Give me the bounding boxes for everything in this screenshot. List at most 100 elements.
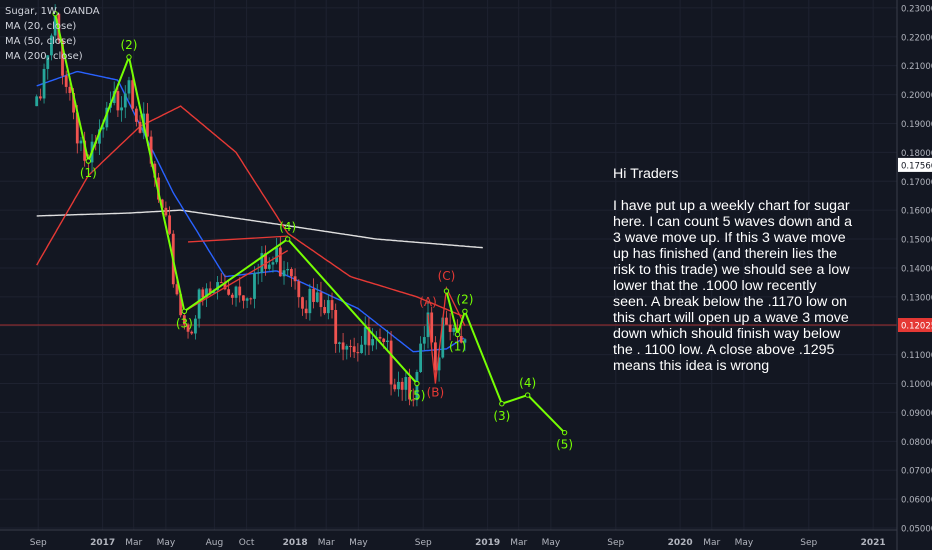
wave-point xyxy=(181,308,188,314)
candle-body xyxy=(227,289,231,295)
candle-body xyxy=(448,324,452,332)
wave-label: (2) xyxy=(120,38,137,52)
x-tick-label: Oct xyxy=(239,538,255,548)
candle-body xyxy=(98,129,101,144)
candle-body xyxy=(378,336,382,339)
candle-body xyxy=(330,300,334,310)
wave-point xyxy=(414,380,420,387)
candle-body xyxy=(411,399,415,401)
candle-body xyxy=(197,289,201,319)
x-tick-label: Aug xyxy=(206,538,224,548)
corrective-line xyxy=(187,235,288,243)
candle-body xyxy=(134,108,138,122)
candle-body xyxy=(422,337,426,344)
candle-body xyxy=(301,297,304,309)
wave-point xyxy=(524,392,531,398)
x-tick-label: May xyxy=(157,538,176,548)
candle-body xyxy=(363,327,367,345)
candle-body xyxy=(79,140,83,144)
candle-body xyxy=(101,127,105,130)
wave-line xyxy=(54,13,418,385)
candle-body xyxy=(131,80,135,109)
candle-body xyxy=(345,345,349,350)
x-tick-label: 2021 xyxy=(861,538,886,548)
candle-body xyxy=(234,286,238,298)
wave-point xyxy=(443,288,450,294)
candle-body xyxy=(286,269,290,271)
candle-body xyxy=(319,292,323,308)
legend-ma50[interactable]: MA (50, close) xyxy=(5,36,77,47)
wave-point xyxy=(499,401,505,407)
candle-body xyxy=(205,288,208,298)
candle-body xyxy=(308,288,312,314)
x-tick-label: Mar xyxy=(318,538,335,548)
wave-label: (3) xyxy=(493,409,510,423)
candle-body xyxy=(168,215,171,234)
candle-body xyxy=(238,286,242,296)
candle-body xyxy=(352,346,356,353)
candle-body xyxy=(164,207,168,216)
candle-body xyxy=(463,339,467,343)
candle-body xyxy=(260,253,264,273)
candle-body xyxy=(356,352,360,354)
wave-point xyxy=(85,158,92,164)
ma20-path xyxy=(36,70,465,353)
candle-body xyxy=(242,295,245,301)
candle-body xyxy=(452,328,456,332)
candle-body xyxy=(208,288,212,294)
x-tick-label: Sep xyxy=(800,538,817,548)
candle-body xyxy=(223,282,227,290)
wave-point xyxy=(52,10,58,17)
wave-label: (4) xyxy=(519,376,536,390)
candle-body xyxy=(315,292,319,302)
candle-body xyxy=(389,340,393,385)
candle-body xyxy=(53,13,57,36)
legend-ma20[interactable]: MA (20, close) xyxy=(5,21,77,32)
candle-body xyxy=(256,272,260,274)
candle-body xyxy=(46,55,50,69)
candle-body xyxy=(408,377,411,400)
candles xyxy=(35,4,467,407)
x-tick-label: May xyxy=(542,538,561,548)
candle-body xyxy=(182,315,186,325)
candle-body xyxy=(50,35,53,56)
x-tick-label: May xyxy=(735,538,754,548)
candle-body xyxy=(441,317,445,358)
corrective-line xyxy=(184,250,289,312)
x-tick-label: 2018 xyxy=(283,538,308,548)
wave-point xyxy=(561,429,568,436)
candle-body xyxy=(304,308,308,314)
current-price-tag xyxy=(898,318,932,333)
x-tick-label: Mar xyxy=(510,538,527,548)
last-price-label: 0.17566 xyxy=(901,161,932,171)
wave-point xyxy=(126,54,132,60)
legend-ma200[interactable]: MA (200, close) xyxy=(5,51,83,62)
candle-body xyxy=(393,384,397,390)
candle-body xyxy=(216,282,219,291)
last-price-tag xyxy=(898,157,932,172)
annotation-body: I have put up a weekly chart for sugar h… xyxy=(613,198,852,374)
ma50-path xyxy=(36,105,465,318)
wave-label: (1) xyxy=(449,339,466,353)
legend-symbol[interactable]: Sugar, 1W, OANDA xyxy=(5,6,100,17)
candle-body xyxy=(419,343,423,373)
candle-body xyxy=(445,317,448,325)
candle-body xyxy=(153,163,157,178)
candle-body xyxy=(120,107,123,111)
y-tick-label: 0.05000 xyxy=(901,525,932,535)
candle-body xyxy=(382,338,386,343)
candle-body xyxy=(430,312,434,343)
candle-body xyxy=(105,107,109,128)
